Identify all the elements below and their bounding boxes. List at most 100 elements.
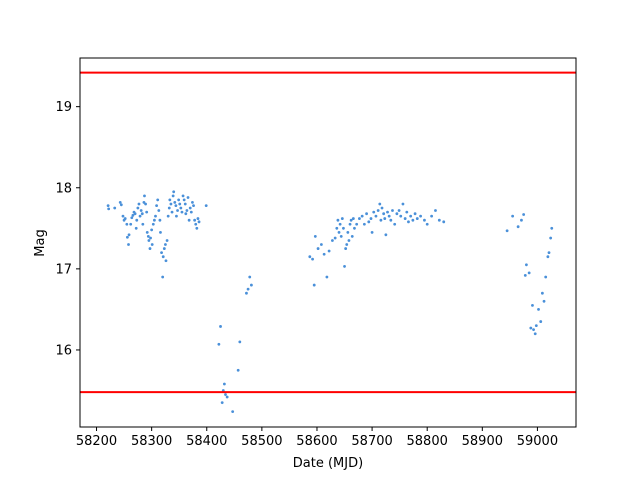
data-point	[409, 214, 413, 218]
data-point	[313, 235, 317, 238]
data-point	[188, 206, 192, 210]
data-point	[529, 326, 533, 330]
data-point	[185, 209, 189, 212]
data-point	[168, 198, 172, 202]
data-point	[172, 190, 176, 194]
data-point	[192, 204, 195, 208]
data-point	[374, 214, 378, 218]
data-point	[146, 235, 150, 238]
x-axis-label: Date (MJD)	[293, 456, 363, 471]
data-point	[127, 233, 131, 237]
data-point	[376, 209, 380, 212]
data-point	[187, 218, 191, 222]
data-point	[372, 210, 376, 214]
data-point	[167, 206, 171, 210]
data-point	[121, 214, 125, 218]
data-point	[335, 226, 339, 230]
data-point	[365, 212, 368, 216]
data-point	[133, 212, 137, 216]
data-point	[171, 194, 175, 198]
data-point	[149, 236, 152, 240]
data-point	[220, 401, 224, 405]
data-point	[344, 247, 348, 250]
data-point	[327, 249, 331, 253]
data-point	[403, 217, 407, 220]
data-point	[125, 222, 129, 226]
data-point	[540, 291, 544, 295]
data-point	[231, 410, 235, 413]
data-point	[181, 194, 185, 198]
data-point	[173, 200, 177, 204]
x-tick-label: 58800	[407, 434, 448, 449]
data-point	[419, 214, 422, 218]
reference-lines	[80, 71, 576, 394]
data-point	[544, 275, 548, 279]
data-point	[442, 220, 446, 224]
data-point	[169, 202, 173, 206]
data-point	[147, 239, 151, 242]
data-point	[351, 217, 355, 220]
data-point	[550, 226, 554, 230]
data-point	[522, 213, 526, 216]
data-point	[135, 218, 139, 222]
data-point	[405, 210, 409, 214]
data-point	[336, 218, 340, 222]
data-point	[384, 233, 388, 237]
data-point	[542, 299, 546, 303]
data-point	[176, 209, 179, 212]
data-point	[145, 210, 149, 214]
data-point	[134, 226, 138, 230]
data-point	[413, 212, 417, 216]
data-point	[155, 204, 159, 208]
data-point	[191, 200, 194, 204]
data-point	[204, 204, 208, 208]
data-point	[340, 217, 344, 220]
data-point	[342, 226, 345, 230]
data-point	[308, 255, 312, 259]
data-point	[527, 271, 531, 275]
data-point	[532, 328, 535, 332]
data-point	[225, 395, 229, 399]
data-point	[312, 283, 316, 287]
data-point	[194, 222, 198, 226]
data-point	[391, 209, 394, 212]
data-point	[246, 287, 250, 291]
data-point	[157, 209, 161, 212]
data-point	[236, 368, 240, 372]
data-point	[164, 243, 167, 246]
x-tick-label: 58200	[76, 434, 117, 449]
data-point	[129, 222, 133, 226]
data-point	[393, 222, 397, 226]
data-point	[389, 218, 393, 222]
data-point	[539, 320, 543, 323]
x-tick-label: 58300	[131, 434, 172, 449]
data-point	[382, 212, 386, 216]
data-point	[345, 243, 349, 246]
data-point	[119, 203, 123, 207]
data-point	[193, 218, 197, 222]
data-point	[437, 218, 441, 222]
data-point	[150, 243, 154, 246]
data-point	[430, 214, 434, 218]
data-point	[166, 214, 170, 218]
data-point	[397, 209, 401, 212]
data-point	[197, 220, 201, 224]
data-point	[380, 206, 384, 210]
data-point	[175, 214, 178, 218]
data-point	[331, 239, 334, 242]
y-tick-label: 16	[55, 343, 72, 358]
data-point	[160, 251, 163, 255]
data-point	[434, 209, 437, 212]
data-point	[170, 210, 174, 214]
data-point	[311, 257, 314, 261]
data-point	[546, 255, 550, 259]
data-point	[411, 218, 415, 222]
plot-frame	[79, 57, 577, 428]
data-point	[395, 212, 399, 216]
data-point	[136, 206, 140, 210]
data-point	[350, 235, 354, 238]
data-point	[184, 212, 188, 216]
data-point	[316, 247, 320, 250]
y-tick-label: 17	[55, 262, 72, 277]
